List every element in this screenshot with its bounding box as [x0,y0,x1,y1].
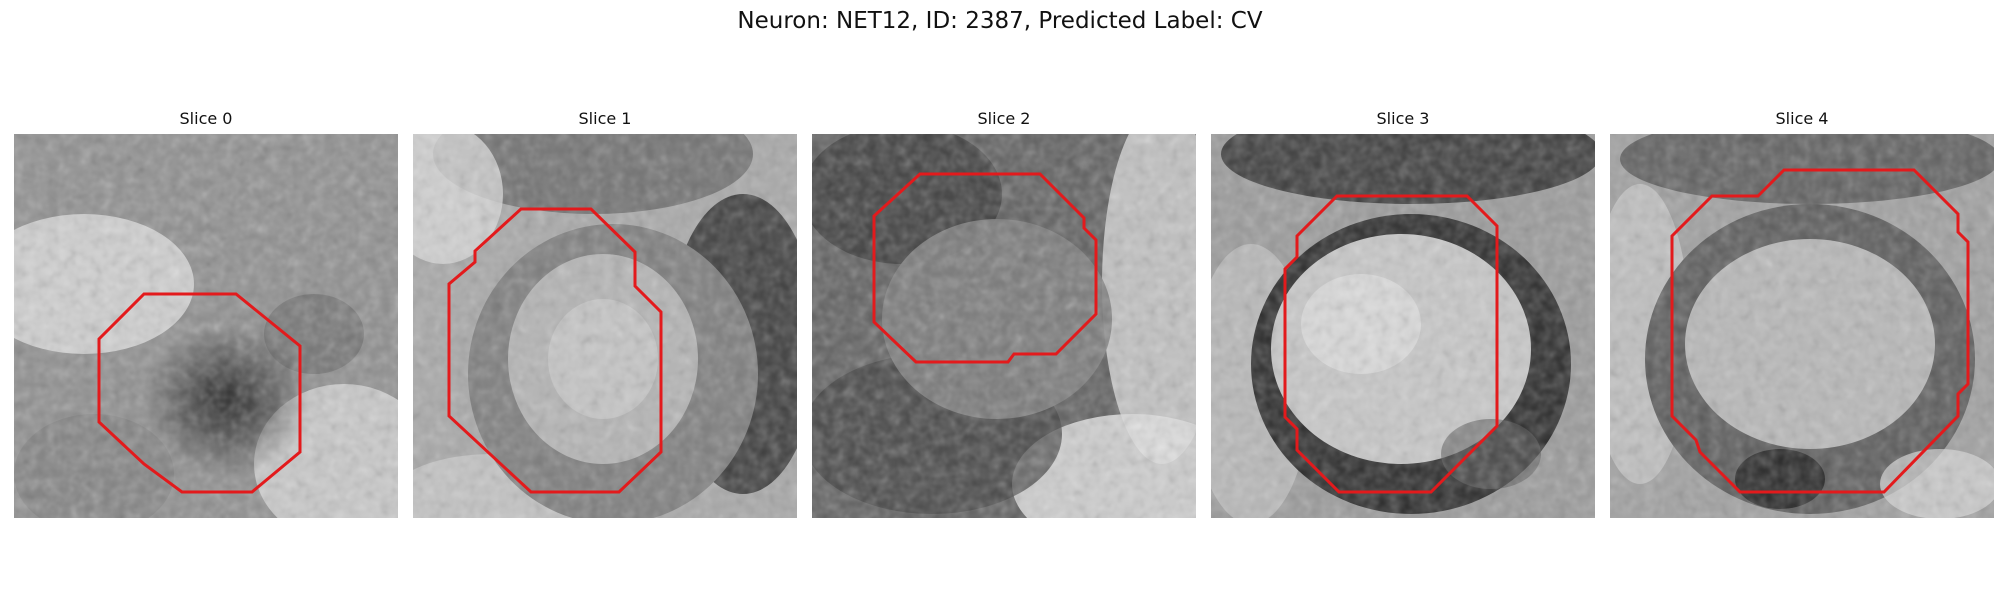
slice-image-2 [812,134,1196,518]
contour-1 [447,207,663,494]
slice-panel-2: Slice 2 [812,108,1196,518]
slice-title-4: Slice 4 [1775,109,1829,128]
figure-title: Neuron: NET12, ID: 2387, Predicted Label… [737,8,1263,34]
slice-title-1: Slice 1 [578,109,632,128]
contour-4 [1670,168,1970,494]
slice-image-1 [413,134,797,518]
slice-title-0: Slice 0 [179,109,233,128]
slice-title-3: Slice 3 [1376,109,1430,128]
slice-panel-1: Slice 1 [413,108,797,518]
slice-image-4 [1610,134,1994,518]
contour-2 [872,172,1098,364]
slice-image-3 [1211,134,1595,518]
slice-panel-3: Slice 3 [1211,108,1595,518]
slice-image-0 [14,134,398,518]
slice-panel-4: Slice 4 [1610,108,1994,518]
slice-title-2: Slice 2 [977,109,1031,128]
contour-3 [1283,194,1499,494]
slice-panel-0: Slice 0 [14,108,398,518]
contour-0 [97,292,302,494]
